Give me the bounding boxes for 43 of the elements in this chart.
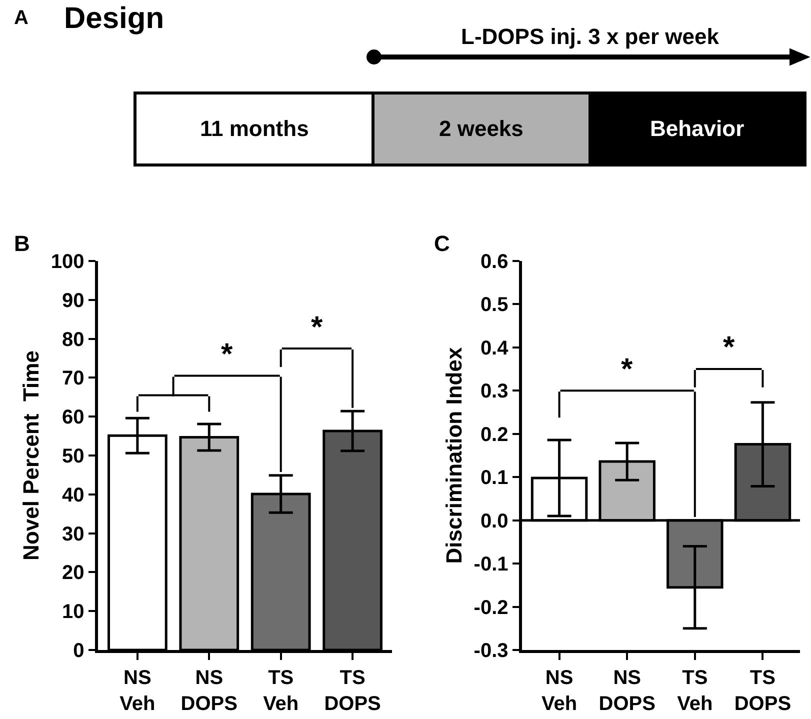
- y-tick-label: 60: [62, 406, 84, 429]
- y-tick-label: 0.5: [480, 294, 508, 316]
- y-tick-label: 0.6: [480, 251, 508, 273]
- text: 11 months: [200, 116, 309, 141]
- y-tick-label: 50: [62, 446, 84, 468]
- x-tick-label: NS Veh: [120, 666, 156, 715]
- text: Behavior: [650, 116, 745, 141]
- x-tick-label: NS Veh: [542, 666, 578, 715]
- x-tick-label: TS Veh: [263, 666, 299, 715]
- y-tick-label: 0.0: [480, 510, 508, 532]
- x-tick-label: TS DOPS: [324, 666, 381, 715]
- y-tick-label: -0.2: [474, 596, 508, 619]
- y-tick-label: 100: [50, 251, 84, 273]
- text: A: [14, 7, 28, 29]
- y-tick-label: 0.1: [480, 467, 508, 490]
- y-tick-label: 40: [62, 484, 84, 506]
- y-tick-label: 0.3: [480, 380, 508, 403]
- annotation: *: [621, 353, 633, 386]
- y-tick-label: 30: [62, 523, 84, 546]
- y-tick-label: -0.1: [474, 554, 508, 576]
- text: Design: [64, 2, 164, 35]
- y-tick-label: 20: [62, 562, 84, 584]
- text: B: [14, 231, 30, 256]
- y-axis-title: Discrimination Index: [442, 346, 467, 564]
- x-tick-label: TS Veh: [677, 666, 713, 715]
- x-tick-label: NS DOPS: [180, 666, 238, 715]
- x-tick-label: TS DOPS: [734, 666, 792, 715]
- annotation: *: [221, 338, 233, 371]
- text: C: [434, 231, 450, 256]
- x-tick-label: NS DOPS: [598, 666, 656, 715]
- y-tick-label: 10: [62, 601, 84, 624]
- y-tick-label: 0: [73, 640, 84, 662]
- text: 2 weeks: [439, 116, 524, 141]
- y-tick-label: -0.3: [474, 640, 508, 662]
- y-tick-label: 0.2: [480, 424, 508, 446]
- text: L-DOPS inj. 3 x per week: [461, 24, 720, 49]
- annotation: *: [723, 331, 735, 364]
- y-tick-label: 70: [62, 368, 84, 390]
- y-tick-label: 90: [62, 290, 84, 312]
- y-axis-title: Novel Percent Time: [18, 350, 44, 560]
- annotation: *: [311, 311, 323, 344]
- y-tick-label: 0.4: [480, 337, 510, 360]
- y-tick-label: 80: [62, 328, 84, 351]
